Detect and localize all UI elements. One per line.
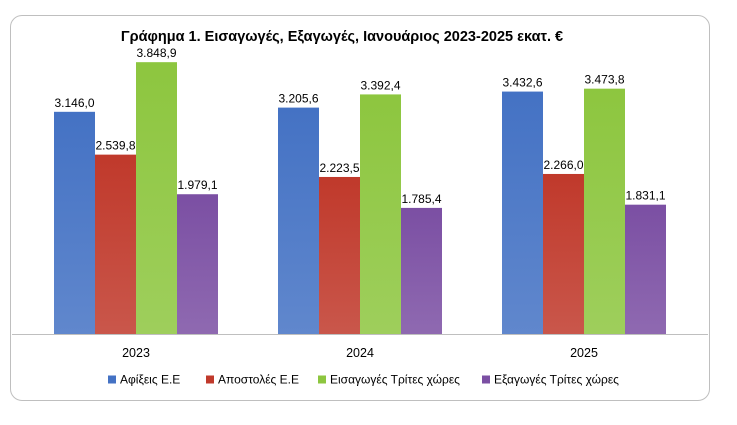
bar-2023-series-1 (95, 154, 136, 334)
bar-2024-series-0 (278, 107, 319, 335)
data-label-2024-series-0: 3.205,6 (278, 92, 318, 106)
legend: Αφίξεις Ε.Ε Αποστολές Ε.Ε Εισαγωγές Τρίτες… (108, 373, 619, 387)
chart-title: Γράφημα 1. Εισαγωγές, Εξαγωγές, Ιανουάρι… (121, 29, 563, 45)
legend-label-0: Αφίξεις Ε.Ε (120, 373, 180, 387)
data-label-2025-series-3: 1.831,1 (625, 189, 665, 203)
bar-2023-series-3 (177, 194, 218, 334)
bar-2025-series-3 (625, 204, 666, 334)
data-label-2025-series-0: 3.432,6 (502, 76, 542, 90)
bar-2025-series-1 (543, 173, 584, 334)
x-tick-label-2025: 2025 (570, 346, 598, 360)
bar-2023-series-2 (136, 62, 177, 334)
legend-label-2: Εισαγωγές Τρίτες χώρες (330, 373, 460, 387)
data-label-2023-series-2: 3.848,9 (136, 46, 176, 60)
bar-2024-series-1 (319, 176, 360, 334)
bar-2024-series-2 (360, 94, 401, 335)
bar-2023-series-0 (54, 111, 95, 334)
legend-swatch-0 (108, 375, 116, 384)
bar-2024-series-3 (401, 207, 442, 334)
data-label-2023-series-1: 2.539,8 (95, 139, 135, 153)
legend-swatch-3 (482, 375, 490, 384)
legend-label-1: Αποστολές Ε.Ε (218, 373, 299, 387)
bar-2025-series-2 (584, 88, 625, 334)
legend-swatch-1 (206, 375, 214, 384)
data-label-2023-series-0: 3.146,0 (54, 96, 94, 110)
data-label-2024-series-2: 3.392,4 (360, 78, 400, 92)
data-label-2024-series-3: 1.785,4 (401, 192, 441, 206)
data-label-2024-series-1: 2.223,5 (319, 161, 359, 175)
x-tick-label-2023: 2023 (122, 346, 150, 360)
data-label-2025-series-2: 3.473,8 (584, 73, 624, 87)
x-tick-label-2024: 2024 (346, 346, 374, 360)
bars-group (54, 62, 666, 335)
x-axis-labels: 2023 2024 2025 (122, 346, 598, 360)
data-label-2023-series-3: 1.979,1 (177, 178, 217, 192)
data-labels-group: 3.146,0 2.539,8 3.848,9 1.979,1 3.205,6 2.223… (54, 46, 665, 206)
bar-2025-series-0 (502, 91, 543, 334)
legend-label-3: Εξαγωγές Τρίτες χώρες (494, 373, 619, 387)
legend-swatch-2 (318, 375, 326, 384)
data-label-2025-series-1: 2.266,0 (543, 158, 583, 172)
